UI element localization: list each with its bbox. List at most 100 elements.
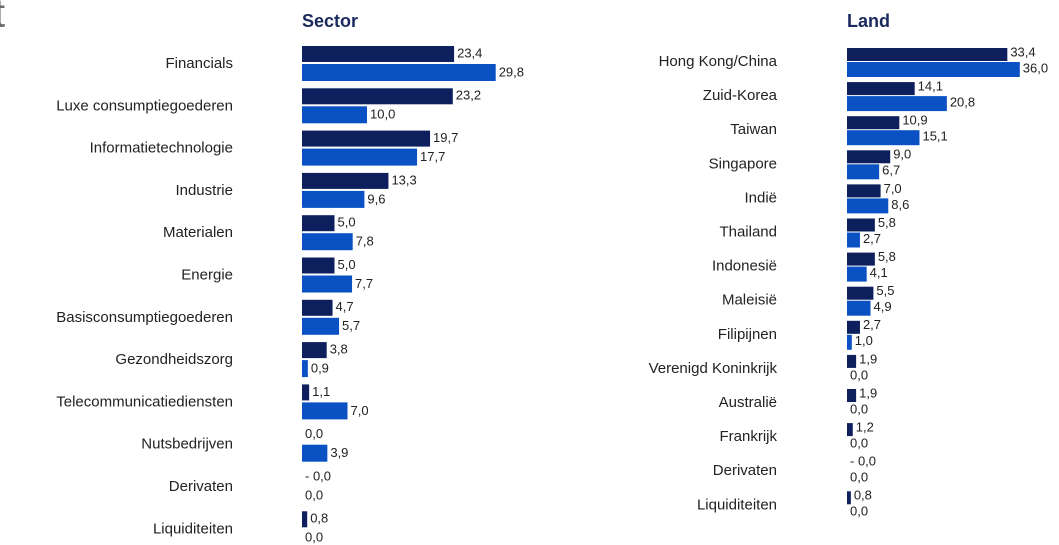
value-label: 5,8 <box>878 249 896 264</box>
bar <box>847 82 915 96</box>
category-label: Maleisië <box>722 292 777 309</box>
value-label: 23,4 <box>457 45 482 60</box>
value-label: 0,9 <box>311 361 329 376</box>
bar <box>847 423 853 437</box>
bar <box>847 320 860 334</box>
bar <box>302 130 431 147</box>
bar <box>847 48 1008 61</box>
value-label: 4,7 <box>336 299 354 314</box>
value-label: 0,0 <box>850 367 868 382</box>
bar <box>302 299 333 316</box>
value-label: 17,7 <box>420 149 445 164</box>
bar <box>302 215 335 232</box>
header-fragment: t <box>0 0 5 36</box>
bar <box>847 266 867 282</box>
category-label: Frankrijk <box>719 428 777 445</box>
bar <box>302 402 348 420</box>
value-label: 1,0 <box>855 333 873 348</box>
value-label: 2,7 <box>863 231 881 246</box>
value-label: 13,3 <box>391 172 416 187</box>
value-label: 8,6 <box>891 197 909 212</box>
category-label: Filipijnen <box>718 326 777 343</box>
value-label: 7,8 <box>356 234 374 249</box>
value-label: - 0,0 <box>305 468 331 483</box>
value-label: 3,8 <box>330 342 348 357</box>
category-label: Liquiditeiten <box>153 520 233 537</box>
bar <box>847 218 875 232</box>
bar <box>302 384 310 401</box>
bar <box>847 164 880 180</box>
bar <box>302 444 328 462</box>
bar <box>302 360 308 378</box>
bar <box>847 491 851 505</box>
value-label: 0,0 <box>850 504 868 519</box>
bar <box>302 64 496 81</box>
value-label: 1,1 <box>312 384 330 399</box>
value-label: 5,0 <box>338 257 356 272</box>
bar <box>847 334 852 350</box>
bar <box>847 96 947 112</box>
bar <box>302 172 389 189</box>
bar <box>302 275 353 293</box>
bar <box>302 46 455 62</box>
value-label: 4,9 <box>874 299 892 314</box>
value-label: 4,1 <box>870 265 888 280</box>
value-label: 23,2 <box>456 88 481 103</box>
category-label: Verenigd Koninkrijk <box>649 360 778 377</box>
bar <box>302 511 308 528</box>
bar <box>847 300 871 316</box>
category-label: Basisconsumptiegoederen <box>56 309 233 326</box>
bar <box>847 252 875 266</box>
category-label: Australië <box>719 394 777 411</box>
bar <box>302 257 335 274</box>
category-label: Materialen <box>163 224 233 241</box>
category-label: Indië <box>744 189 777 206</box>
bar <box>847 150 891 164</box>
category-label: Gezondheidszorg <box>115 351 233 368</box>
category-label: Financials <box>165 55 233 72</box>
value-label: 1,9 <box>859 385 877 400</box>
bar <box>847 232 860 248</box>
value-label: 0,0 <box>850 436 868 451</box>
bar <box>302 233 353 251</box>
category-label: Derivaten <box>169 478 233 495</box>
value-label: 1,9 <box>859 351 877 366</box>
bar <box>302 317 340 335</box>
value-label: 0,8 <box>854 488 872 503</box>
value-label: 9,6 <box>367 191 385 206</box>
bar <box>302 342 327 359</box>
value-label: 0,0 <box>305 426 323 441</box>
chart-title: Land <box>847 11 890 31</box>
value-label: 1,2 <box>856 420 874 435</box>
category-label: Energie <box>181 266 233 283</box>
value-label: 10,0 <box>370 107 395 122</box>
value-label: 29,8 <box>499 64 524 79</box>
bar <box>847 286 874 300</box>
category-label: Industrie <box>175 182 233 199</box>
value-label: 5,8 <box>878 215 896 230</box>
value-label: 5,0 <box>338 215 356 230</box>
bar <box>302 106 367 124</box>
bar <box>847 198 889 214</box>
bar <box>302 88 453 105</box>
bar <box>302 190 365 208</box>
value-label: 5,5 <box>876 283 894 298</box>
category-label: Luxe consumptiegoederen <box>56 97 233 114</box>
category-label: Taiwan <box>730 121 777 138</box>
category-label: Thailand <box>719 223 777 240</box>
value-label: 7,7 <box>355 276 373 291</box>
value-label: 3,9 <box>330 445 348 460</box>
bar <box>847 354 857 368</box>
bar <box>847 184 881 198</box>
category-label: Zuid-Korea <box>703 87 778 104</box>
bar <box>847 116 900 130</box>
value-label: - 0,0 <box>850 454 876 469</box>
value-label: 0,8 <box>310 511 328 526</box>
value-label: 0,0 <box>305 487 323 502</box>
value-label: 0,0 <box>850 470 868 485</box>
value-label: 5,7 <box>342 318 360 333</box>
value-label: 6,7 <box>882 163 900 178</box>
chart-title: Sector <box>302 11 358 31</box>
bar <box>847 389 857 402</box>
